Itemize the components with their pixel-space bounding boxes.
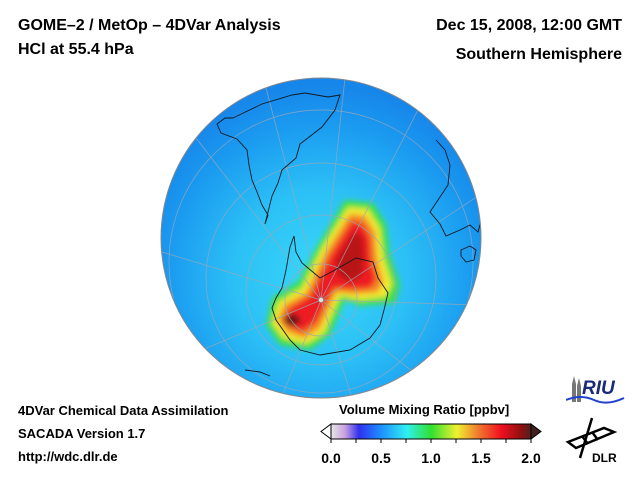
colorbar-tick-label: 0.5 <box>371 450 391 466</box>
colorbar-tick-label: 1.5 <box>471 450 491 466</box>
river-line <box>566 396 625 404</box>
footer-line-2: SACADA Version 1.7 <box>18 426 146 441</box>
riu-logo: RIU <box>566 376 625 404</box>
riu-logo-text: RIU <box>582 378 616 399</box>
footer-line-1: 4DVar Chemical Data Assimilation <box>18 403 229 418</box>
dlr-logo-text: DLR <box>592 451 617 465</box>
coastline-new-zealand <box>244 369 271 377</box>
footer-url[interactable]: http://wdc.dlr.de <box>18 449 118 464</box>
colorbar-gradient <box>330 423 532 440</box>
date-label: Dec 15, 2008, 12:00 GMT <box>436 17 622 34</box>
colorbar-tick-label: 0.0 <box>321 450 341 466</box>
colorbar <box>320 423 542 443</box>
cathedral-icon <box>572 376 581 402</box>
contour-darkred <box>336 232 364 282</box>
region-label: Southern Hemisphere <box>455 46 622 63</box>
coastline-south-america <box>216 92 341 225</box>
coastline-antarctica <box>271 235 389 356</box>
contour-maximum <box>284 314 300 326</box>
graticule <box>161 78 479 398</box>
title: GOME–2 / MetOp – 4DVar Analysis <box>18 17 281 34</box>
colorbar-title: Volume Mixing Ratio [ppbv] <box>339 402 510 417</box>
colorbar-tick-label: 1.0 <box>421 450 441 466</box>
coastline-australia <box>460 245 477 263</box>
dlr-emblem-icon <box>565 417 618 459</box>
colorbar-over-triangle <box>530 423 542 440</box>
south-pole-marker <box>318 297 324 303</box>
coastline-africa <box>429 139 481 237</box>
subtitle: HCl at 55.4 hPa <box>18 41 134 58</box>
dlr-logo: DLR <box>565 417 618 465</box>
colorbar-under-triangle <box>320 423 332 440</box>
globe-outline <box>160 77 482 399</box>
colorbar-tick-label: 2.0 <box>521 450 541 466</box>
globe-background <box>161 78 481 398</box>
